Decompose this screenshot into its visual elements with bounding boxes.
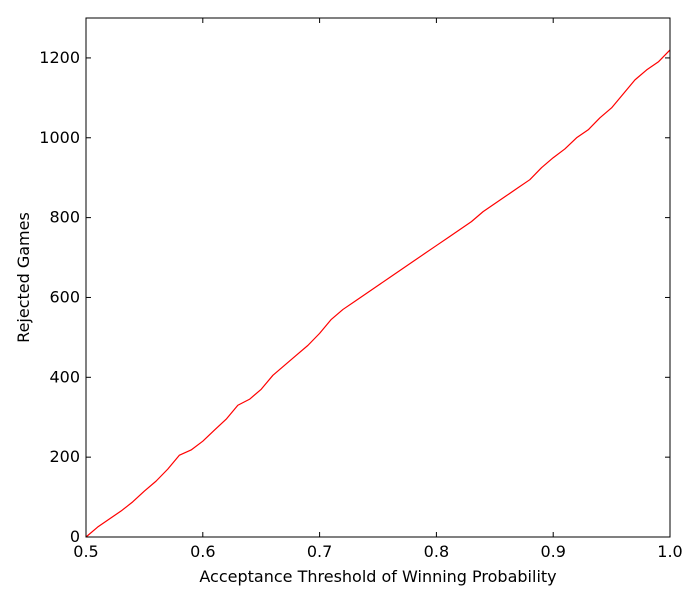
y-tick-label: 1000: [39, 128, 80, 147]
y-axis-label: Rejected Games: [14, 212, 33, 343]
tick-labels: 0.5 0.6 0.7 0.8 0.9 1.0 0 200 400 600 800 1000 1200: [39, 48, 682, 561]
plot-frame: [85, 17, 671, 538]
x-tick-label: 0.9: [540, 542, 565, 561]
y-tick-label: 200: [49, 447, 80, 466]
y-tick-label: 0: [70, 527, 80, 546]
x-tick-label: 0.8: [424, 542, 449, 561]
x-axis-label: Acceptance Threshold of Winning Probabil…: [199, 567, 556, 586]
x-tick-label: 0.7: [307, 542, 332, 561]
series-layer: [85, 49, 671, 538]
x-tick-label: 0.5: [73, 542, 98, 561]
axis-ticks: [85, 18, 671, 538]
y-tick-label: 600: [49, 287, 80, 306]
x-tick-label: 1.0: [657, 542, 682, 561]
y-tick-label: 800: [49, 208, 80, 227]
y-tick-label: 400: [49, 367, 80, 386]
x-tick-label: 0.6: [190, 542, 215, 561]
series-line: [85, 49, 671, 538]
y-tick-label: 1200: [39, 48, 80, 67]
